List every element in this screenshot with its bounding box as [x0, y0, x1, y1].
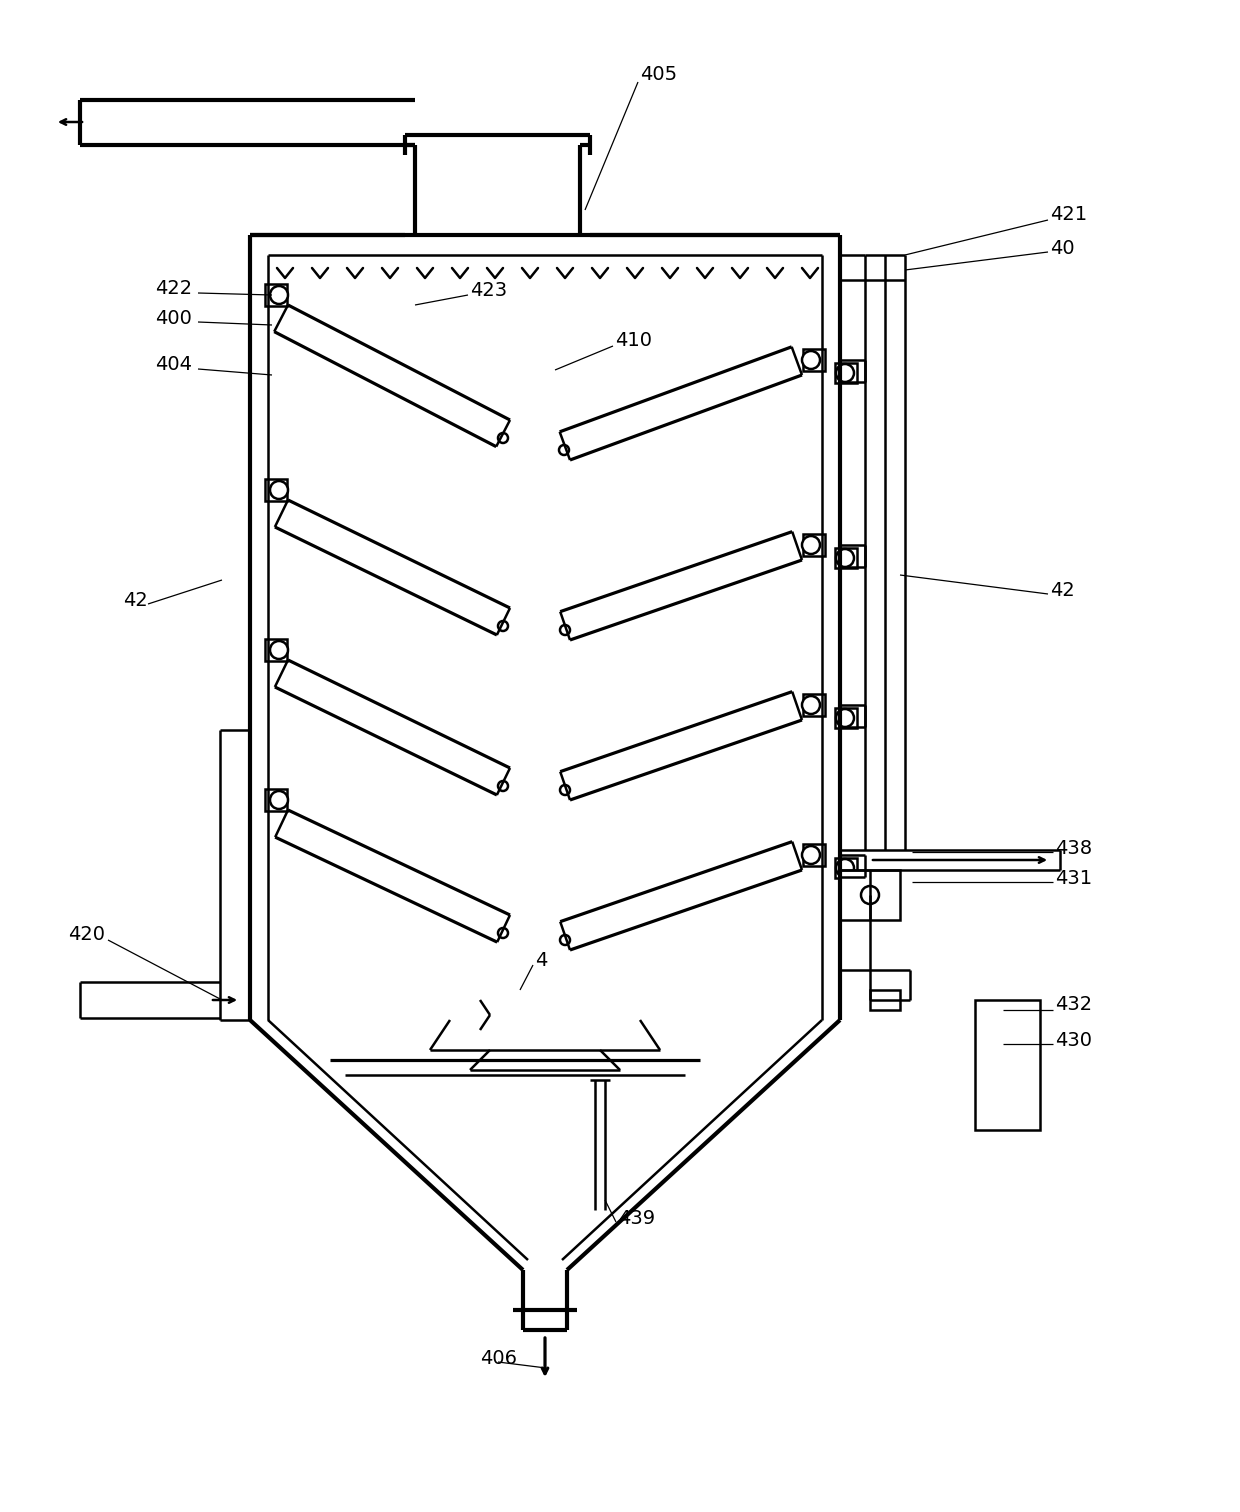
Circle shape: [802, 847, 820, 863]
Circle shape: [560, 934, 570, 945]
Text: 400: 400: [155, 308, 192, 328]
Circle shape: [270, 481, 288, 499]
Text: 420: 420: [68, 925, 105, 945]
Circle shape: [836, 709, 854, 727]
Bar: [804, 349, 825, 370]
Text: 40: 40: [1050, 239, 1075, 257]
Circle shape: [836, 364, 854, 383]
Circle shape: [270, 641, 288, 659]
Bar: [835, 547, 857, 569]
Text: 422: 422: [155, 278, 192, 298]
Text: 439: 439: [618, 1208, 655, 1228]
Text: 410: 410: [615, 331, 652, 349]
Bar: [804, 694, 825, 717]
Circle shape: [802, 696, 820, 714]
Circle shape: [270, 791, 288, 809]
Circle shape: [270, 286, 288, 304]
Circle shape: [560, 624, 570, 635]
Text: 42: 42: [1050, 581, 1075, 599]
Circle shape: [560, 785, 570, 795]
Circle shape: [559, 445, 569, 455]
Text: 438: 438: [1055, 839, 1092, 857]
Circle shape: [498, 432, 508, 443]
Circle shape: [498, 782, 508, 791]
Circle shape: [836, 549, 854, 567]
Bar: [835, 708, 857, 727]
Text: 404: 404: [155, 355, 192, 375]
Bar: [839, 869, 900, 919]
Text: 432: 432: [1055, 995, 1092, 1015]
Circle shape: [498, 621, 508, 631]
Text: 4: 4: [534, 951, 547, 969]
Text: 431: 431: [1055, 868, 1092, 888]
Bar: [835, 857, 857, 878]
Bar: [804, 844, 825, 866]
Text: 405: 405: [640, 65, 677, 85]
Circle shape: [802, 535, 820, 553]
Circle shape: [836, 859, 854, 877]
Text: 42: 42: [123, 591, 148, 609]
Bar: [835, 363, 857, 383]
Bar: [265, 479, 286, 500]
Bar: [265, 640, 286, 661]
Bar: [265, 789, 286, 810]
Circle shape: [498, 928, 508, 937]
Bar: [975, 999, 1040, 1129]
Bar: [870, 990, 900, 1010]
Text: 430: 430: [1055, 1031, 1092, 1049]
Bar: [804, 534, 825, 556]
Bar: [265, 284, 286, 305]
Circle shape: [861, 886, 879, 904]
Text: 423: 423: [470, 281, 507, 299]
Circle shape: [802, 351, 820, 369]
Text: 421: 421: [1050, 206, 1087, 224]
Text: 406: 406: [480, 1349, 517, 1367]
